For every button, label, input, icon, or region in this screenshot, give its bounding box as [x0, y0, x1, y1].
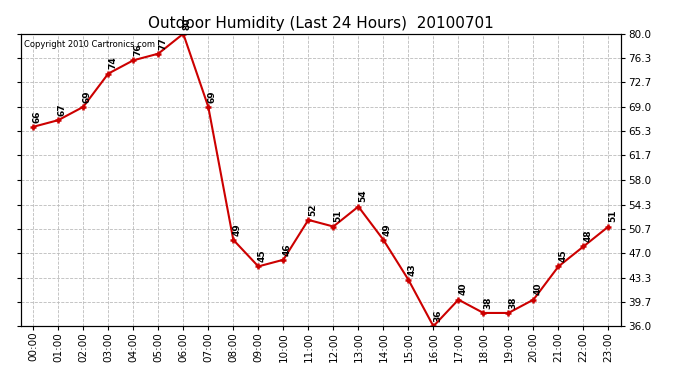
- Text: 40: 40: [533, 283, 542, 296]
- Text: 45: 45: [558, 250, 567, 262]
- Text: 69: 69: [208, 90, 217, 103]
- Text: 38: 38: [483, 296, 492, 309]
- Text: 67: 67: [58, 104, 67, 116]
- Text: 40: 40: [458, 283, 467, 296]
- Text: 46: 46: [283, 243, 292, 256]
- Text: 36: 36: [433, 310, 442, 322]
- Text: 43: 43: [408, 263, 417, 276]
- Text: 38: 38: [508, 296, 517, 309]
- Text: 74: 74: [108, 57, 117, 69]
- Text: 49: 49: [383, 223, 392, 236]
- Text: 49: 49: [233, 223, 242, 236]
- Text: 69: 69: [83, 90, 92, 103]
- Text: 52: 52: [308, 203, 317, 216]
- Text: 48: 48: [583, 230, 592, 242]
- Text: Copyright 2010 Cartronics.com: Copyright 2010 Cartronics.com: [23, 40, 155, 49]
- Text: 76: 76: [133, 44, 142, 56]
- Text: 80: 80: [183, 17, 192, 30]
- Text: 51: 51: [333, 210, 342, 222]
- Text: 51: 51: [608, 210, 617, 222]
- Text: 77: 77: [158, 37, 167, 50]
- Text: 45: 45: [258, 250, 267, 262]
- Title: Outdoor Humidity (Last 24 Hours)  20100701: Outdoor Humidity (Last 24 Hours) 2010070…: [148, 16, 494, 31]
- Text: 66: 66: [33, 110, 42, 123]
- Text: 54: 54: [358, 190, 367, 202]
